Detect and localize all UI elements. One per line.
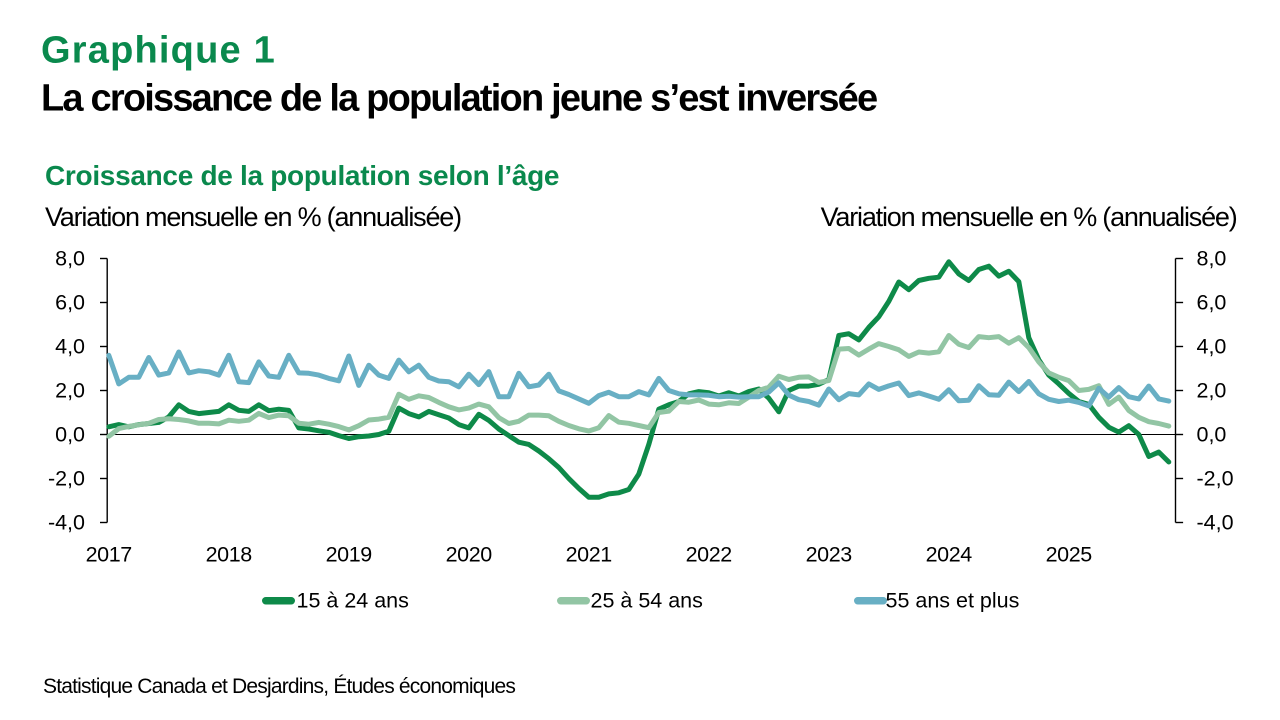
svg-text:2023: 2023 <box>806 543 853 567</box>
svg-text:Statistique Canada et Desjardi: Statistique Canada et Desjardins, Études… <box>43 675 515 698</box>
svg-text:Variation mensuelle en % (annu: Variation mensuelle en % (annualisée) <box>45 202 461 232</box>
svg-text:2021: 2021 <box>566 543 612 567</box>
svg-text:2018: 2018 <box>206 543 253 567</box>
svg-text:4,0: 4,0 <box>55 334 85 358</box>
svg-text:-4,0: -4,0 <box>48 510 85 534</box>
svg-text:2,0: 2,0 <box>1197 378 1227 402</box>
svg-text:0,0: 0,0 <box>1197 422 1227 446</box>
svg-text:2022: 2022 <box>686 543 732 567</box>
svg-text:55 ans et plus: 55 ans et plus <box>886 589 1020 613</box>
svg-text:15 à 24 ans: 15 à 24 ans <box>297 589 409 613</box>
svg-text:6,0: 6,0 <box>1197 290 1227 314</box>
svg-text:2024: 2024 <box>926 543 973 567</box>
svg-text:8,0: 8,0 <box>55 246 85 270</box>
svg-text:2025: 2025 <box>1046 543 1093 567</box>
svg-text:8,0: 8,0 <box>1197 246 1227 270</box>
svg-text:0,0: 0,0 <box>55 422 85 446</box>
svg-text:-2,0: -2,0 <box>48 466 85 490</box>
svg-text:2020: 2020 <box>446 543 493 567</box>
svg-text:25 à 54 ans: 25 à 54 ans <box>591 589 703 613</box>
svg-text:-4,0: -4,0 <box>1197 510 1234 534</box>
svg-text:Graphique 1: Graphique 1 <box>41 30 276 72</box>
svg-text:2,0: 2,0 <box>55 378 85 402</box>
svg-text:2019: 2019 <box>326 543 372 567</box>
svg-text:6,0: 6,0 <box>55 290 85 314</box>
svg-text:2017: 2017 <box>86 543 132 567</box>
svg-text:Croissance de la population se: Croissance de la population selon l’âge <box>45 160 559 191</box>
svg-text:-2,0: -2,0 <box>1197 466 1234 490</box>
svg-text:4,0: 4,0 <box>1197 334 1227 358</box>
svg-text:Variation mensuelle en % (annu: Variation mensuelle en % (annualisée) <box>821 202 1237 232</box>
svg-text:La croissance de la population: La croissance de la population jeune s’e… <box>41 78 877 120</box>
